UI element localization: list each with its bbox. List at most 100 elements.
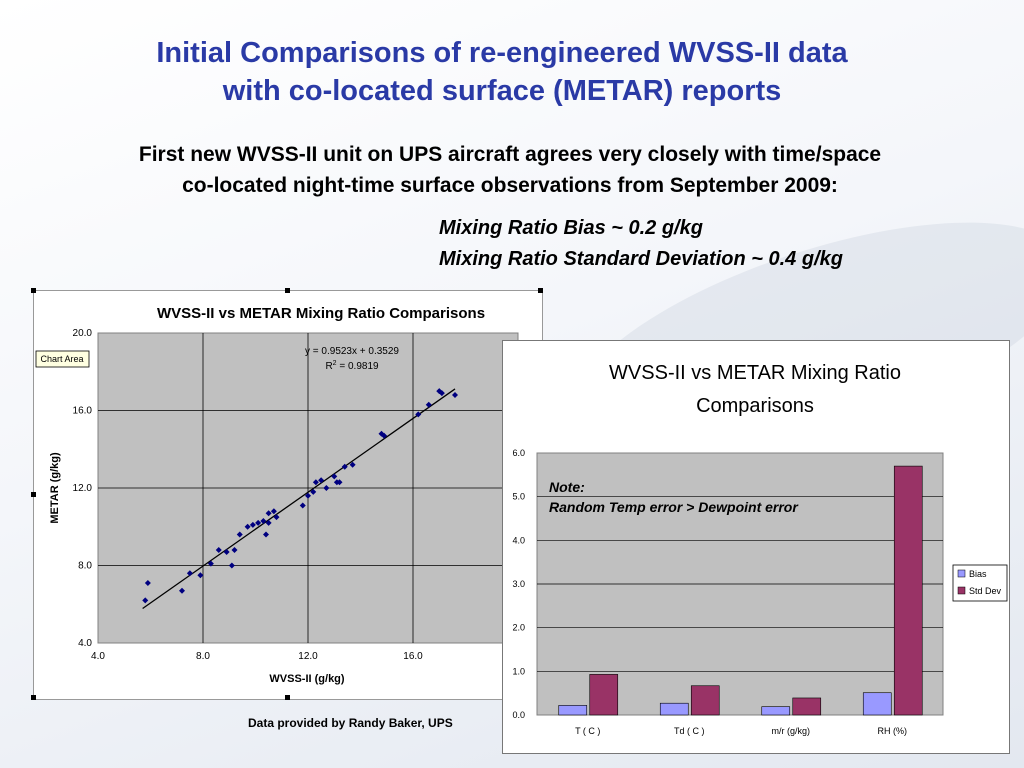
scatter-y-tick: 4.0 <box>78 638 92 649</box>
bar-gridlines <box>537 496 943 672</box>
scatter-point <box>452 392 458 398</box>
scatter-point <box>255 519 262 526</box>
scatter-point <box>331 473 338 480</box>
scatter-point <box>438 390 445 397</box>
bar-bias <box>558 705 588 716</box>
selection-handle[interactable] <box>31 288 36 293</box>
bar-bias <box>862 692 892 716</box>
bar-note-title: Note: <box>549 479 585 495</box>
scatter-point <box>273 514 280 521</box>
scatter-x-tick-labels: 4.0 8.0 12.0 16.0 <box>91 651 423 662</box>
scatter-point <box>323 485 330 491</box>
scatter-y-tick-labels: 4.0 8.0 12.0 16.0 20.0 <box>73 328 93 649</box>
selection-handle[interactable] <box>285 695 290 700</box>
subtitle-line-2: co-located night-time surface observatio… <box>182 174 838 197</box>
selection-handle[interactable] <box>538 288 543 293</box>
r2-sup: 2 <box>333 360 337 367</box>
legend-swatch-bias <box>957 569 966 578</box>
bar-std-dev <box>893 465 923 716</box>
title-line-1: Initial Comparisons of re-engineered WVS… <box>156 37 848 69</box>
selection-handle[interactable] <box>31 492 36 497</box>
bar-std-dev <box>690 685 720 716</box>
scatter-point <box>215 547 222 553</box>
bar-y-tick: 1.0 <box>512 666 525 676</box>
scatter-y-tick: 20.0 <box>73 328 93 339</box>
scatter-y-tick: 12.0 <box>73 483 93 494</box>
bar-category-label: m/r (g/kg) <box>771 726 810 736</box>
scatter-point <box>265 519 272 526</box>
subtitle-line-1: First new WVSS-II unit on UPS aircraft a… <box>138 143 882 166</box>
bar-legend: Bias Std Dev <box>952 564 1008 602</box>
scatter-r2: R2 = 0.9819 <box>325 360 379 372</box>
bar-chart-svg: WVSS-II vs METAR Mixing Ratio Comparison… <box>512 362 1008 736</box>
scatter-x-tick: 4.0 <box>91 651 105 662</box>
scatter-point <box>415 411 422 418</box>
scatter-point <box>236 531 243 538</box>
bar-std-dev <box>589 674 619 716</box>
r2-suffix: = 0.9819 <box>337 361 379 372</box>
stats-block: Mixing Ratio Bias ~ 0.2 g/kg Mixing Rati… <box>439 213 843 275</box>
scatter-gridlines <box>98 333 518 643</box>
selection-handle[interactable] <box>31 695 36 700</box>
bar-category-label: Td ( C ) <box>674 726 705 736</box>
scatter-equation: y = 0.9523x + 0.3529 <box>305 346 399 357</box>
stat-std-dev: Mixing Ratio Standard Deviation ~ 0.4 g/… <box>439 248 843 270</box>
legend-swatch-std-dev <box>957 586 966 595</box>
bar-category-labels: T ( C ) Td ( C ) m/r (g/kg) RH (%) <box>575 726 907 736</box>
bar-y-tick: 0.0 <box>512 710 525 720</box>
legend-label-std-dev: Std Dev <box>969 586 1002 596</box>
bar-y-tick: 3.0 <box>512 579 525 589</box>
scatter-point <box>186 570 193 577</box>
scatter-title: WVSS-II vs METAR Mixing Ratio Comparison… <box>157 305 485 322</box>
bar-category-label: RH (%) <box>878 726 908 736</box>
scatter-point <box>299 502 306 509</box>
scatter-chart-svg: WVSS-II vs METAR Mixing Ratio Comparison… <box>35 305 519 685</box>
scatter-point <box>179 587 185 594</box>
scatter-point <box>341 463 348 470</box>
bar-title-line-1: WVSS-II vs METAR Mixing Ratio <box>609 362 901 384</box>
bar-note-text: Random Temp error > Dewpoint error <box>549 499 799 515</box>
scatter-point <box>312 479 319 486</box>
scatter-y-label: METAR (g/kg) <box>49 452 61 524</box>
scatter-point <box>425 401 432 408</box>
title-line-2: with co-located surface (METAR) reports <box>222 75 782 107</box>
bar-title-line-2: Comparisons <box>696 395 814 417</box>
scatter-x-tick: 12.0 <box>298 651 318 662</box>
selection-handle[interactable] <box>285 288 290 293</box>
scatter-point <box>381 432 388 439</box>
scatter-y-tick: 8.0 <box>78 561 92 572</box>
stat-bias: Mixing Ratio Bias ~ 0.2 g/kg <box>439 217 703 239</box>
bar-chart[interactable]: WVSS-II vs METAR Mixing Ratio Comparison… <box>502 340 1010 754</box>
slide-title: Initial Comparisons of re-engineered WVS… <box>0 34 1004 110</box>
r2-prefix: R <box>325 361 332 372</box>
scatter-point <box>270 508 277 515</box>
bar-bars <box>558 465 923 716</box>
scatter-point <box>144 579 151 586</box>
chart-area-tooltip-box <box>35 350 90 368</box>
scatter-point <box>223 548 230 555</box>
legend-label-bias: Bias <box>969 569 987 579</box>
bar-y-tick-labels: 0.0 1.0 2.0 3.0 4.0 5.0 6.0 <box>512 448 525 720</box>
data-credit: Data provided by Randy Baker, UPS <box>248 716 453 730</box>
scatter-point <box>228 562 235 569</box>
scatter-point <box>260 517 267 524</box>
scatter-point <box>142 597 149 604</box>
chart-area-tooltip: Chart Area <box>40 354 83 364</box>
scatter-point <box>207 560 214 567</box>
slide-subtitle: First new WVSS-II unit on UPS aircraft a… <box>40 139 980 201</box>
bar-bias <box>761 706 791 716</box>
scatter-x-tick: 16.0 <box>403 651 423 662</box>
scatter-y-tick: 16.0 <box>73 406 93 417</box>
bar-bias <box>659 702 689 716</box>
scatter-chart[interactable]: WVSS-II vs METAR Mixing Ratio Comparison… <box>31 288 543 700</box>
scatter-point <box>231 547 238 553</box>
bar-y-tick: 2.0 <box>512 623 525 633</box>
scatter-point <box>310 488 317 495</box>
bar-category-label: T ( C ) <box>575 726 600 736</box>
bar-y-tick: 6.0 <box>512 448 525 458</box>
scatter-trendline <box>142 388 456 610</box>
scatter-point <box>336 479 343 486</box>
scatter-point <box>265 510 272 517</box>
scatter-point <box>305 492 311 499</box>
scatter-point <box>263 531 269 538</box>
